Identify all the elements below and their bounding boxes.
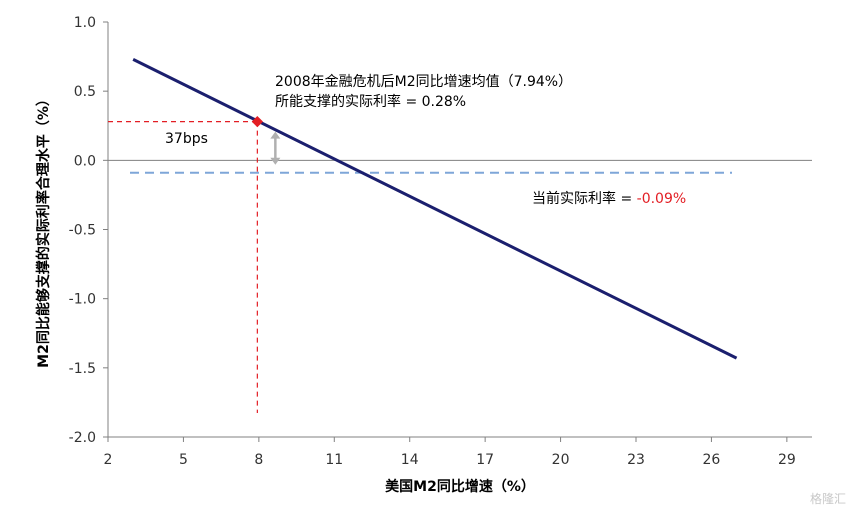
y-tick-label: 1.0	[74, 15, 96, 31]
y-tick-label: 0.5	[74, 84, 96, 100]
x-tick-label: 29	[778, 452, 796, 468]
x-tick-label: 11	[325, 452, 343, 468]
current-rate-prefix: 当前实际利率 =	[532, 190, 637, 207]
annotation-line-2: 所能支撑的实际利率 = 0.28%	[275, 93, 466, 110]
bps-label: 37bps	[165, 131, 208, 147]
x-tick-label: 23	[627, 452, 645, 468]
watermark: 格隆汇	[809, 492, 846, 506]
x-tick-label: 20	[552, 452, 570, 468]
x-tick-label: 14	[401, 452, 419, 468]
y-tick-label: -2.0	[69, 430, 96, 446]
x-ticks: 2 5 8 11 14 17 20 23 26 29	[104, 437, 796, 468]
series-line	[132, 58, 738, 360]
current-rate-value: -0.09%	[637, 191, 687, 207]
y-tick-label: 0.0	[74, 153, 96, 169]
x-tick-label: 8	[254, 452, 263, 468]
x-axis-title: 美国M2同比增速（%）	[385, 478, 535, 495]
x-tick-label: 2	[104, 452, 113, 468]
gap-arrow-head-up	[270, 131, 281, 139]
gap-arrow-head-down	[270, 157, 281, 165]
x-tick-label: 17	[476, 452, 494, 468]
y-tick-label: -0.5	[69, 223, 96, 239]
gap-arrow	[270, 131, 281, 165]
x-tick-label: 26	[703, 452, 721, 468]
y-tick-label: -1.5	[69, 361, 96, 377]
annotation-line-1: 2008年金融危机后M2同比增速均值（7.94%）	[275, 74, 572, 90]
current-rate-label: 当前实际利率 = -0.09%	[532, 190, 686, 207]
y-ticks: 1.0 0.5 0.0 -0.5 -1.0 -1.5 -2.0	[69, 15, 108, 446]
y-axis-title: M2同比能够支撑的实际利率合理水平（%）	[35, 92, 52, 368]
y-tick-label: -1.0	[69, 292, 96, 308]
series-layer	[132, 58, 738, 360]
x-tick-label: 5	[179, 452, 188, 468]
